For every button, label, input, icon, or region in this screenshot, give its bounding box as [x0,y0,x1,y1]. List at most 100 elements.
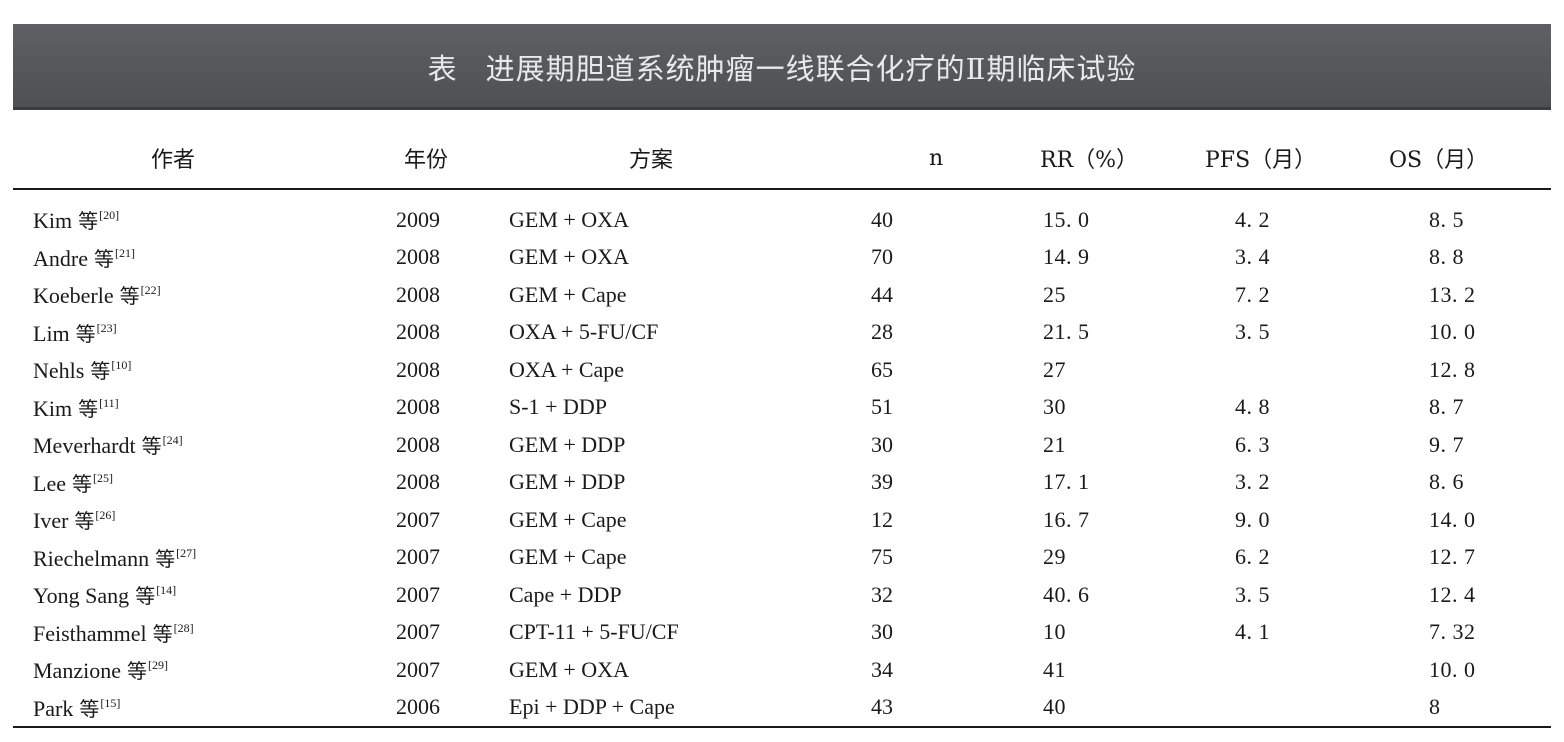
author-etal: 等 [152,621,173,646]
cell-rr: 17. 1 [1043,469,1090,495]
cell-author: Kim 等[11] [13,389,378,427]
cell-author: Koeberle 等[22] [13,276,378,314]
col-header-year: 年份 [378,128,503,190]
author-name: Meverhardt [33,433,136,459]
cell-os: 8. 5 [1429,206,1464,232]
cell-pfs: 4. 8 [1235,394,1270,420]
cell-regimen: Cape + DDP [509,581,622,607]
table-title-band: 表进展期胆道系统肿瘤一线联合化疗的Ⅱ期临床试验 [13,24,1551,110]
cell-os: 8. 8 [1429,244,1464,270]
author-etal: 等 [119,284,140,309]
author-etal: 等 [79,696,100,721]
table-row: Yong Sang 等[14] 2007 Cape + DDP 32 40. 6 3. 5 1… [13,576,1551,614]
col-header-n: n [833,128,1003,190]
cell-author: Lim 等[23] [13,314,378,352]
cell-regimen: GEM + OXA [509,206,629,232]
author-etal: 等 [75,321,96,346]
table-row: Manzione 等[29] 2007 GEM + OXA 34 41 10. 0 [13,651,1551,689]
cell-pfs: 3. 2 [1235,469,1270,495]
cell-pfs: 6. 3 [1235,431,1270,457]
cell-pfs: 3. 5 [1235,319,1270,345]
cell-author: Andre 等[21] [13,239,378,277]
author-name: Lee [33,470,66,496]
author-etal: 等 [141,434,162,459]
cell-regimen: OXA + 5-FU/CF [509,319,659,345]
cell-author: Manzione 等[29] [13,651,378,689]
table-row: Andre 等[21] 2008 GEM + OXA 70 14. 9 3. 4 8. 8 [13,239,1551,277]
reference-number: [25] [92,470,113,485]
table-title: 表进展期胆道系统肿瘤一线联合化疗的Ⅱ期临床试验 [13,46,1551,88]
table-row: Lim 等[23] 2008 OXA + 5-FU/CF 28 21. 5 3. 5 10. … [13,314,1551,352]
reference-number: [23] [96,320,117,335]
cell-regimen: OXA + Cape [509,356,625,382]
author-name: Yong Sang [33,583,130,609]
cell-rr: 15. 0 [1043,206,1090,232]
cell-n: 65 [871,356,893,382]
cell-n: 51 [871,394,893,420]
cell-n: 39 [871,469,893,495]
cell-pfs: 3. 5 [1235,581,1270,607]
cell-pfs: 6. 2 [1235,544,1270,570]
cell-os: 12. 7 [1429,544,1476,570]
reference-number: [20] [99,208,120,223]
cell-rr: 21. 5 [1043,319,1090,345]
cell-year: 2008 [396,394,440,420]
cell-author: Nehls 等[10] [13,351,378,389]
cell-year: 2008 [396,356,440,382]
cell-author: Riechelmann 等[27] [13,539,378,577]
table-row: Riechelmann 等[27] 2007 GEM + Cape 75 29 6. 2 12… [13,539,1551,577]
reference-number: [11] [99,395,119,410]
cell-n: 40 [871,206,893,232]
cell-regimen: Epi + DDP + Cape [503,688,833,728]
author-etal: 等 [93,246,114,271]
cell-regimen: GEM + OXA [509,244,629,270]
cell-year: 2008 [396,431,440,457]
cell-author: Iver 等[26] [13,501,378,539]
cell-os: 14. 0 [1429,506,1476,532]
author-name: Iver [33,508,69,534]
reference-number: [14] [156,583,177,598]
author-etal: 等 [135,584,156,609]
table-row: Feisthammel 等[28] 2007 CPT-11 + 5-FU/CF 30 10… [13,614,1551,652]
table-row: Koeberle 等[22] 2008 GEM + Cape 44 25 7. 2 13. 2 [13,276,1551,314]
cell-pfs [1173,351,1353,389]
cell-rr: 10 [1043,619,1066,645]
cell-rr: 21 [1043,431,1066,457]
table-row: Park 等[15] 2006 Epi + DDP + Cape 43 40 8 [13,688,1551,728]
author-name: Koeberle [33,283,114,309]
reference-number: [26] [95,508,116,523]
cell-year: 2007 [396,544,440,570]
author-etal: 等 [90,359,111,384]
cell-regimen: GEM + Cape [509,281,627,307]
trial-table: 作者 年份 方案 n RR（%） PFS（月） OS（月） Kim 等[20] 20… [13,128,1551,728]
cell-year: 2008 [396,319,440,345]
cell-os: 7. 32 [1429,619,1476,645]
cell-os: 13. 2 [1429,281,1476,307]
cell-os: 12. 8 [1429,356,1476,382]
cell-pfs: 4. 2 [1235,206,1270,232]
cell-year: 2006 [378,688,503,728]
cell-pfs: 3. 4 [1235,244,1270,270]
cell-n: 28 [871,319,893,345]
cell-rr: 16. 7 [1043,506,1090,532]
cell-year: 2007 [396,656,440,682]
cell-pfs [1173,651,1353,689]
table-header: 作者 年份 方案 n RR（%） PFS（月） OS（月） [13,128,1551,190]
cell-n: 30 [871,431,893,457]
cell-pfs: 7. 2 [1235,281,1270,307]
header-row: 作者 年份 方案 n RR（%） PFS（月） OS（月） [13,128,1551,190]
author-name: Lim [33,320,70,346]
cell-regimen: GEM + Cape [509,506,627,532]
reference-number: [22] [140,283,161,298]
cell-n: 43 [833,688,1003,728]
cell-regimen: CPT-11 + 5-FU/CF [509,619,679,645]
table-row: Iver 等[26] 2007 GEM + Cape 12 16. 7 9. 0 14. 0 [13,501,1551,539]
cell-author: Feisthammel 等[28] [13,614,378,652]
author-name: Nehls [33,358,85,384]
cell-n: 12 [871,506,893,532]
cell-n: 44 [871,281,893,307]
cell-year: 2008 [396,244,440,270]
cell-n: 75 [871,544,893,570]
cell-year: 2007 [396,506,440,532]
cell-os: 12. 4 [1429,581,1476,607]
